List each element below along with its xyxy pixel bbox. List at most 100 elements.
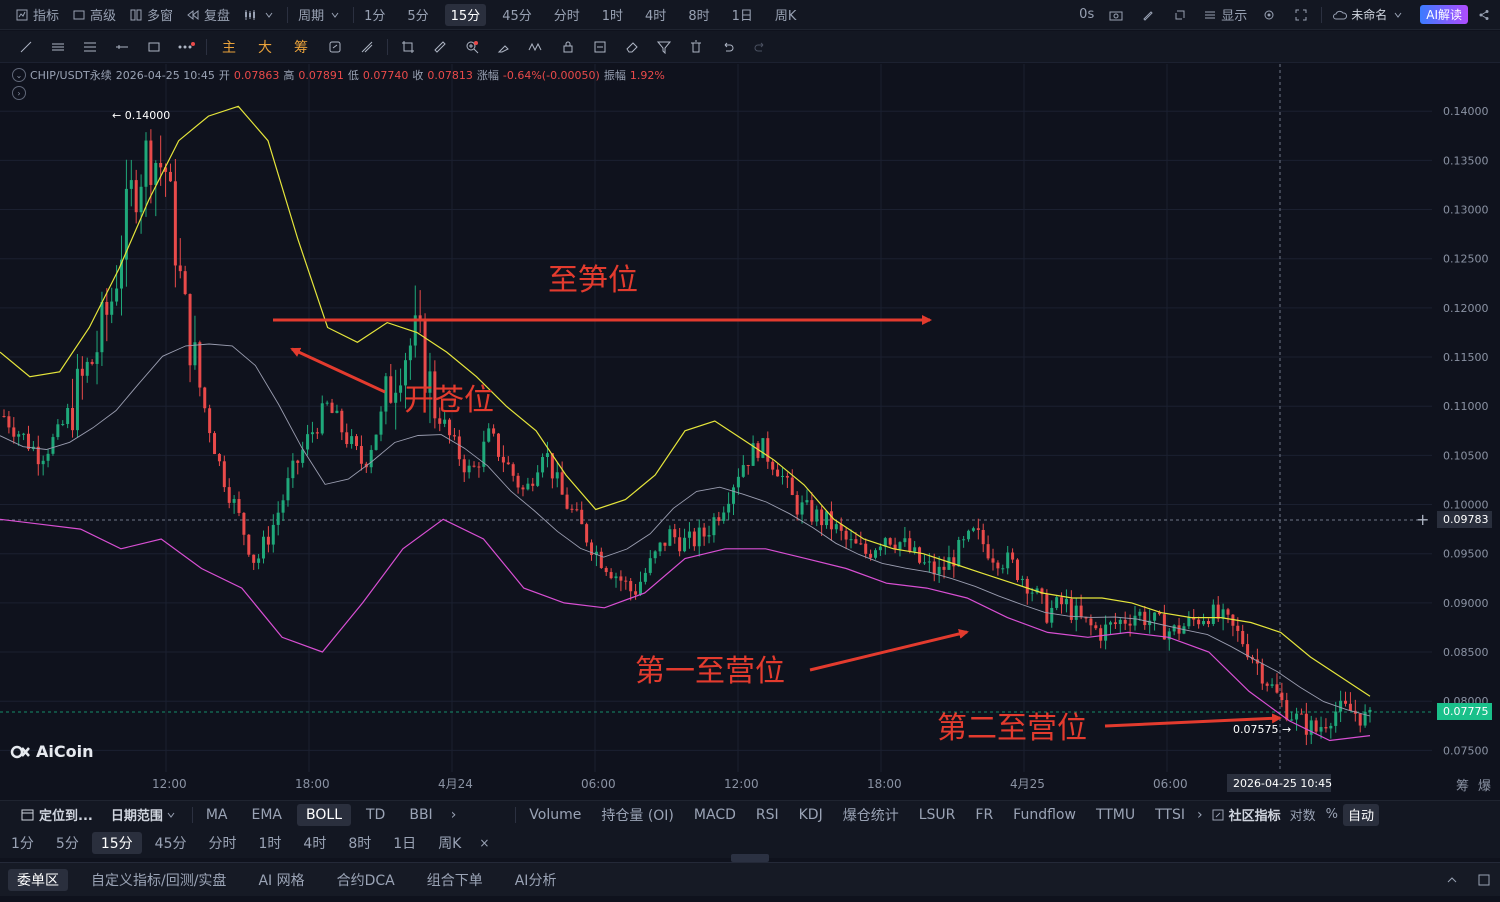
share-icon[interactable]: [1468, 3, 1500, 27]
popout-icon[interactable]: [1468, 868, 1500, 892]
price-chart[interactable]: 至笋位 开苍位 第一至营位 第二至营位 ← 0.14000 0.07575 → …: [0, 64, 1500, 796]
sub-indicator-tab-8[interactable]: Fundflow: [1013, 806, 1076, 823]
chevron-up-icon[interactable]: [1436, 868, 1468, 892]
brush-icon[interactable]: [488, 35, 520, 59]
template-icon[interactable]: [584, 35, 616, 59]
panel-tab-0[interactable]: 委单区: [8, 868, 68, 891]
locate-button[interactable]: 定位到...: [10, 804, 102, 826]
main-force-button[interactable]: 主: [222, 39, 236, 56]
panel-resize-handle[interactable]: [731, 854, 769, 862]
sync-icon[interactable]: [319, 35, 351, 59]
panel-tab-1[interactable]: 自定义指标/回测/实盘: [91, 872, 227, 889]
trendline-icon[interactable]: [10, 35, 42, 59]
chip-button[interactable]: 筹: [294, 39, 308, 56]
sub-indicator-tab-0[interactable]: Volume: [529, 806, 582, 823]
scroll-right-icon[interactable]: ›: [1197, 806, 1203, 823]
main-indicator-tab-3[interactable]: TD: [366, 806, 386, 823]
timeframe-tab-6[interactable]: 4时: [645, 9, 667, 24]
zoom-in-icon[interactable]: [456, 35, 488, 59]
undo-icon[interactable]: [712, 35, 744, 59]
bottom-timeframe-tab-5[interactable]: 1时: [258, 836, 282, 852]
candle-body: [1324, 727, 1328, 729]
advanced-button[interactable]: 高级: [65, 4, 122, 26]
sub-indicator-tab-5[interactable]: 爆仓统计: [842, 807, 899, 824]
measure-icon[interactable]: [351, 35, 383, 59]
filter-icon[interactable]: [648, 35, 680, 59]
timeframe-tab-2[interactable]: 15分: [444, 3, 487, 26]
redo-icon[interactable]: [744, 35, 776, 59]
close-icon[interactable]: ×: [479, 836, 490, 850]
sub-indicator-tab-10[interactable]: TTSI: [1155, 806, 1185, 823]
bottom-timeframe-tab-4[interactable]: 分时: [208, 836, 237, 852]
bottom-timeframe-tab-2[interactable]: 15分: [91, 832, 142, 854]
rectangle-icon[interactable]: [138, 35, 170, 59]
indicators-button[interactable]: 指标: [8, 4, 65, 26]
sub-indicator-tab-3[interactable]: RSI: [755, 806, 779, 823]
restore-icon[interactable]: [1164, 3, 1196, 27]
bottom-timeframe-tab-6[interactable]: 4时: [303, 836, 327, 852]
expand-icon[interactable]: ›: [12, 86, 26, 100]
eraser-icon[interactable]: [616, 35, 648, 59]
percent-scale-button[interactable]: %: [1325, 807, 1338, 822]
sub-indicator-tab-7[interactable]: FR: [975, 806, 994, 823]
sub-indicator-tab-4[interactable]: KDJ: [798, 806, 823, 823]
period-dropdown[interactable]: 周期: [292, 4, 349, 26]
multi-window-button[interactable]: 多窗: [122, 4, 179, 26]
main-indicator-tab-4[interactable]: BBI: [409, 806, 433, 823]
chart-type-dropdown[interactable]: [236, 4, 283, 26]
collapse-icon[interactable]: ⌄: [12, 68, 26, 82]
timeframe-tab-9[interactable]: 周K: [774, 9, 797, 24]
sub-indicator-tab-1[interactable]: 持仓量 (OI): [601, 807, 674, 824]
sub-indicator-tab-9[interactable]: TTMU: [1095, 806, 1136, 823]
plus-icon[interactable]: +: [1416, 510, 1429, 529]
chip-axis-label[interactable]: 筹: [1456, 778, 1469, 794]
horizontal-ray-icon[interactable]: [106, 35, 138, 59]
timeframe-tab-8[interactable]: 1日: [731, 9, 753, 24]
timeframe-tab-0[interactable]: 1分: [364, 9, 386, 24]
lock-icon[interactable]: [552, 35, 584, 59]
layout-dropdown[interactable]: 未命名: [1326, 4, 1412, 26]
bottom-timeframe-tab-1[interactable]: 5分: [55, 836, 79, 852]
log-scale-button[interactable]: 对数: [1289, 809, 1316, 824]
fullscreen-icon[interactable]: [1285, 3, 1317, 27]
scroll-right-icon[interactable]: ›: [450, 806, 457, 823]
timeframe-tab-7[interactable]: 8时: [688, 9, 710, 24]
pencil-icon[interactable]: [1132, 3, 1164, 27]
panel-tab-4[interactable]: 组合下单: [426, 872, 483, 889]
bottom-timeframe-tab-9[interactable]: 周K: [438, 836, 462, 852]
bottom-timeframe-tab-0[interactable]: 1分: [11, 836, 34, 852]
auto-scale-button[interactable]: 自动: [1343, 803, 1380, 826]
crop-icon[interactable]: [392, 35, 424, 59]
timeframe-tab-1[interactable]: 5分: [407, 9, 429, 24]
big-order-button[interactable]: 大: [258, 39, 272, 56]
main-indicator-tab-1[interactable]: EMA: [251, 806, 283, 823]
candle-body: [164, 167, 168, 172]
sub-indicator-tab-6[interactable]: LSUR: [918, 806, 956, 823]
main-indicator-tab-2[interactable]: BOLL: [297, 803, 351, 826]
ruler-icon[interactable]: [424, 35, 456, 59]
ai-interpret-button[interactable]: AI解读: [1420, 5, 1468, 24]
panel-tab-2[interactable]: AI 网格: [258, 872, 305, 889]
display-button[interactable]: 显示: [1196, 4, 1253, 26]
timeframe-tab-5[interactable]: 1时: [601, 9, 624, 24]
timeframe-tab-4[interactable]: 分时: [553, 9, 580, 24]
sub-indicator-tab-2[interactable]: MACD: [693, 806, 736, 823]
trash-icon[interactable]: [680, 35, 712, 59]
liq-axis-label[interactable]: 爆: [1478, 779, 1491, 794]
main-indicator-tab-0[interactable]: MA: [205, 806, 228, 823]
bottom-timeframe-tab-3[interactable]: 45分: [154, 836, 187, 852]
replay-button[interactable]: 复盘: [179, 4, 236, 26]
bottom-timeframe-tab-7[interactable]: 8时: [348, 836, 372, 852]
camera-icon[interactable]: [1100, 3, 1132, 27]
date-range-dropdown[interactable]: 日期范围: [102, 804, 188, 826]
horizontal-lines-icon[interactable]: [74, 35, 106, 59]
pattern-icon[interactable]: [520, 35, 552, 59]
more-tools-icon[interactable]: [170, 35, 202, 59]
bottom-timeframe-tab-8[interactable]: 1日: [393, 836, 417, 852]
panel-tab-5[interactable]: AI分析: [514, 872, 557, 889]
settings-icon[interactable]: [1253, 3, 1285, 27]
timeframe-tab-3[interactable]: 45分: [502, 9, 532, 24]
parallel-channel-icon[interactable]: [42, 35, 74, 59]
panel-tab-3[interactable]: 合约DCA: [336, 872, 395, 889]
community-indicators-button[interactable]: 社区指标: [1206, 804, 1285, 826]
